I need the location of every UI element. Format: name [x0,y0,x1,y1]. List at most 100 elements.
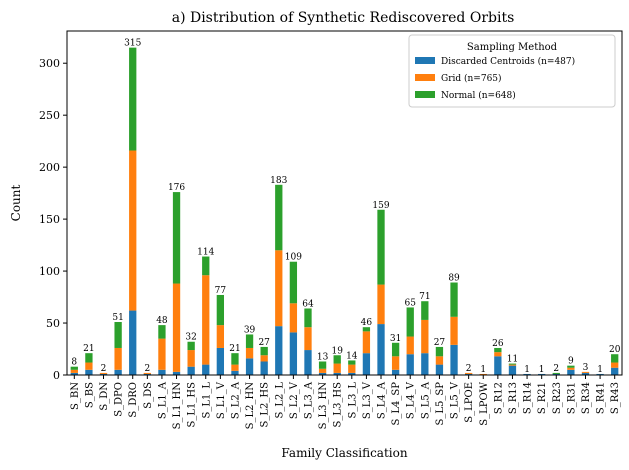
total-label: 27 [258,338,270,348]
x-tick-label: S_L4_A [377,381,388,419]
bar-segment [377,324,385,375]
x-tick-label: S_L3_L [347,382,358,419]
bar-segment [202,256,210,276]
bar-segment [611,367,619,375]
total-label: 114 [197,248,214,258]
x-tick-label: S_R12 [493,382,504,414]
bar-segment [523,373,531,375]
x-tick-label: S_R23 [552,382,563,414]
total-label: 39 [244,325,256,335]
bar-segment [158,338,166,370]
bar-segment [114,321,122,348]
bar-segment [552,372,560,374]
bar-segment [216,294,225,326]
x-tick-label: S_L1_V [216,381,227,419]
total-label: 65 [404,298,416,308]
plot-frame [66,30,623,376]
bar-segment [318,361,327,369]
bar-segment [581,372,590,375]
bar-segment [421,319,429,354]
bar-segment [435,356,444,365]
x-tick-label: S_L2_HN [245,382,256,430]
total-label: 315 [124,39,141,49]
total-label: 1 [597,365,603,375]
x-tick-label: S_R34 [581,382,592,414]
x-tick-label: S_LPOW [479,381,490,425]
total-label: 159 [372,201,389,211]
total-label: 8 [71,358,77,368]
bar-segment [348,364,356,373]
x-tick-label: S_BS [84,382,95,408]
bar-segment [494,347,502,353]
legend-items: Discarded Centroids (n=487) Grid (n=765) N… [415,56,575,101]
x-axis-title: Family Classification [281,446,407,460]
bar-segment [406,336,414,355]
y-tick-label: 200 [39,161,60,174]
bar-segment [304,308,312,328]
bar-segment [216,325,225,348]
bar-segment [464,372,473,374]
chart-title: a) Distribution of Synthetic Rediscovere… [172,10,515,26]
total-label: 20 [609,345,621,355]
total-label: 2 [466,364,472,374]
x-tick-label: S_L4_V [406,381,417,419]
x-tick-label: S_L3_V [362,381,373,419]
total-label: 183 [270,176,287,186]
x-tick-label: S_DS [143,382,154,409]
bar-segment [494,356,502,375]
bar-segment [581,371,590,373]
total-label: 48 [156,316,168,326]
bar-segment [85,369,93,375]
total-label: 1 [524,365,530,375]
bar-segment [187,366,195,375]
bar-segment [304,350,312,375]
bar-segment [260,346,268,356]
bar-segment [289,303,298,333]
bar-segment [275,250,283,327]
total-label: 26 [492,339,504,349]
bar-segment [129,47,137,151]
total-label: 71 [419,292,430,302]
total-label: 14 [346,351,358,361]
x-tick-label: S_R31 [566,382,577,414]
x-tick-label: S_DRO [128,382,139,418]
x-tick-label: S_L1_HN [172,382,183,430]
bar-segment [129,310,137,375]
legend-swatch [415,74,435,81]
bar-segment [611,362,619,368]
y-axis-title: Count [9,184,23,221]
x-tick-label: S_L5_SP [435,382,446,426]
bar-segment [99,373,108,375]
x-tick-label: S_L2_HS [260,382,271,428]
bar-segment [114,369,122,375]
total-label: 13 [317,352,329,362]
bar-segment [85,353,93,363]
total-label: 9 [568,357,574,367]
bars-group [70,47,619,375]
legend-swatch [415,57,435,64]
x-tick-label: S_R21 [537,382,548,414]
x-tick-label: S_L3_HS [333,382,344,428]
total-label: 32 [185,333,196,343]
bar-segment [567,367,575,370]
total-label: 1 [480,365,486,375]
bar-segment [333,363,341,373]
bar-segment [435,364,444,375]
legend-box [408,34,616,108]
bar-segment [421,301,429,320]
bar-segment [245,347,254,359]
bar-segment [567,369,575,375]
x-tick-label: S_R43 [610,382,621,414]
bar-segment [362,327,371,332]
bar-segment [70,372,78,375]
x-tick-label: S_R13 [508,382,519,414]
bar-segment [158,325,166,339]
bar-segment [362,331,371,354]
bar-segment [567,365,575,368]
total-label: 176 [168,183,185,193]
legend-swatch [415,91,435,98]
bar-segment [172,371,181,375]
bar-segment [377,209,385,285]
bar-segment [552,373,560,375]
y-tick-label: 250 [39,109,60,122]
